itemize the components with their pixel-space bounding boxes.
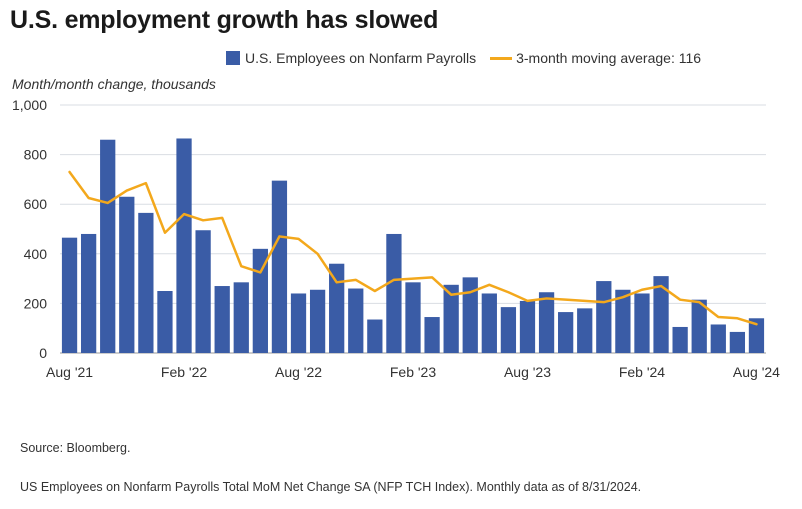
bar [176,138,192,353]
bar [519,300,536,353]
bar [233,282,249,353]
bar [424,317,440,353]
bar [462,277,478,353]
bar [367,319,383,353]
bar [691,299,707,353]
bar [596,281,612,353]
bar [653,276,669,353]
legend-line-label: 3-month moving average: 116 [516,50,702,66]
bar [119,196,135,353]
bar [577,308,593,353]
bar [748,318,765,353]
bar [100,139,116,353]
bar [80,233,97,353]
x-tick-label: Aug '24 [733,364,780,380]
bar [329,263,345,353]
source-note: Source: Bloomberg. [20,441,131,455]
bar [538,292,555,353]
legend: U.S. Employees on Nonfarm Payrolls 3-mon… [226,50,701,66]
y-tick-label: 600 [24,196,48,212]
bar [405,282,421,353]
x-tick-label: Feb '24 [619,364,665,380]
y-tick-label: 1,000 [12,97,47,113]
bar [615,289,631,353]
chart-title: U.S. employment growth has slowed [10,6,439,34]
bar [309,289,326,353]
moving-average-line [68,170,758,326]
x-tick-label: Feb '23 [390,364,436,380]
y-tick-label: 200 [24,295,48,311]
legend-bar-label: U.S. Employees on Nonfarm Payrolls [245,50,477,66]
bar [195,230,211,353]
y-tick-label: 400 [24,246,48,262]
bar [729,331,746,353]
x-tick-label: Aug '21 [46,364,93,380]
bar [252,248,268,353]
x-tick-label: Feb '22 [161,364,207,380]
y-tick-label: 0 [39,345,47,361]
bar [481,293,497,353]
bar [271,180,288,353]
bar [386,233,402,353]
bar [138,212,154,353]
bar [348,288,364,353]
legend-bar-swatch [226,51,240,65]
bar [672,326,688,353]
bar [61,237,78,353]
bar [500,307,517,353]
bar [558,312,574,353]
bar [157,291,173,353]
bar [710,324,726,353]
y-axis-label: Month/month change, thousands [12,76,216,92]
legend-line-swatch [490,56,513,60]
x-tick-label: Aug '23 [504,364,551,380]
bar [290,293,307,353]
bar [634,293,650,353]
x-tick-label: Aug '22 [275,364,322,380]
bar [443,284,459,353]
bar [214,286,230,353]
y-tick-label: 800 [24,147,48,163]
footnote: US Employees on Nonfarm Payrolls Total M… [20,480,642,494]
